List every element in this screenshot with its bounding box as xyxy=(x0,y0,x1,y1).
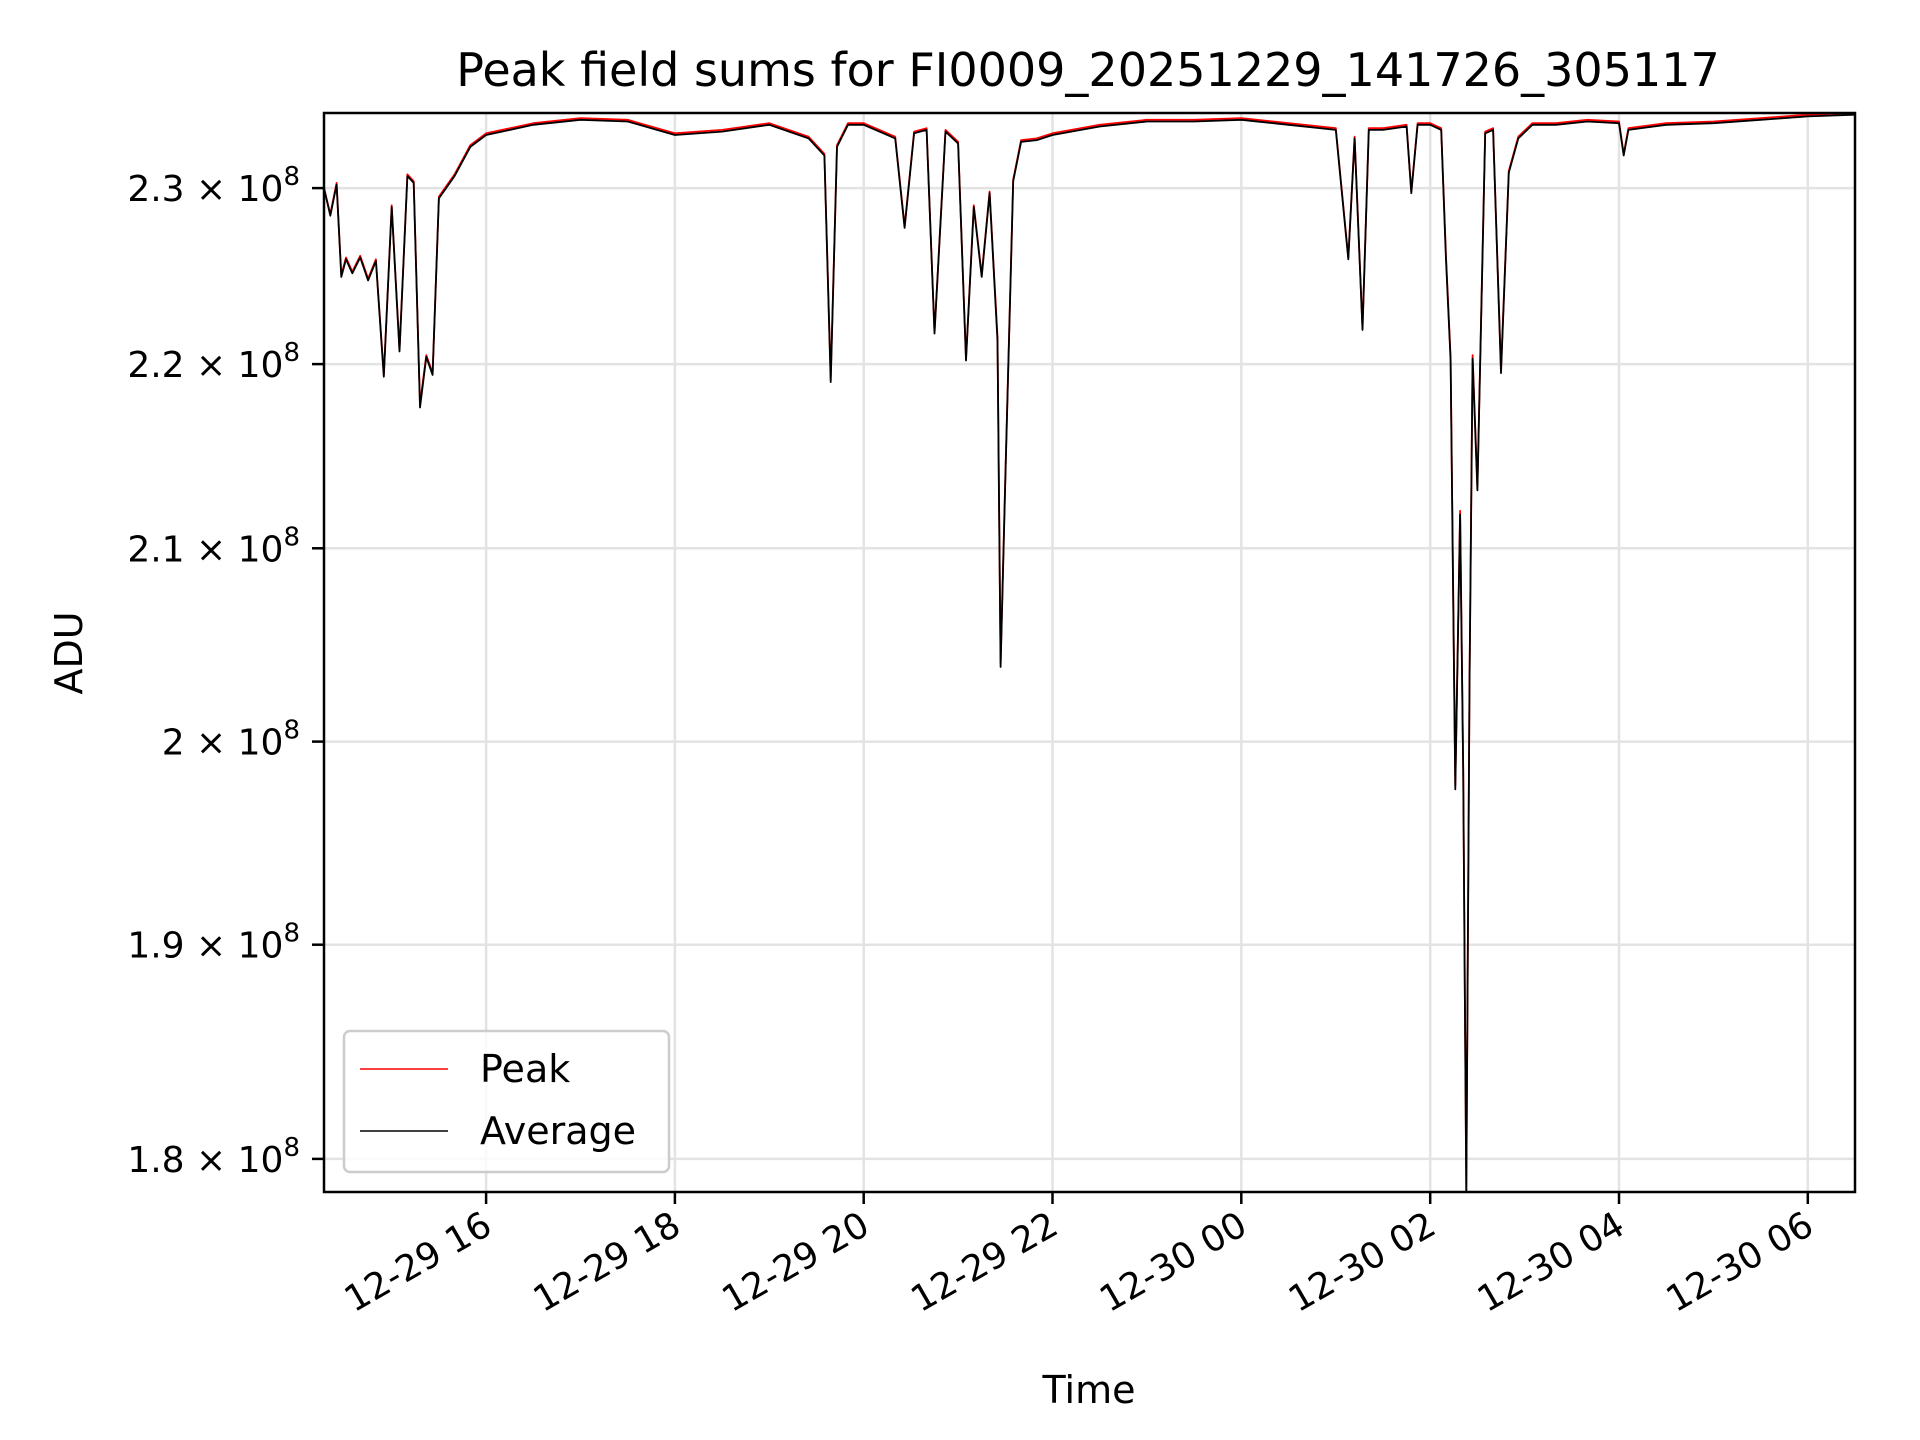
y-axis-label: ADU xyxy=(47,611,91,694)
chart-title: Peak field sums for FI0009_20251229_1417… xyxy=(456,43,1720,97)
y-tick-label-3: 2.1 × 108 xyxy=(127,522,300,570)
y-tick-label-4: 2.2 × 108 xyxy=(127,338,300,386)
legend-box xyxy=(342,1029,671,1174)
y-tick-label-0: 1.8 × 108 xyxy=(127,1133,300,1181)
legend-label-average: Average xyxy=(480,1109,636,1153)
y-axis-ticks: 1.8 × 108 1.9 × 108 2 × 108 2.1 × 108 2.2 × … xyxy=(127,162,324,1181)
series-line-average xyxy=(323,113,1856,1193)
y-tick-label-1: 1.9 × 108 xyxy=(127,919,300,967)
y-tick-label-2: 2 × 108 xyxy=(162,716,300,764)
y-tick-label-5: 2.3 × 108 xyxy=(127,162,300,210)
x-axis-label: Time xyxy=(1042,1368,1136,1412)
data-lines xyxy=(323,112,1856,1193)
legend-label-peak: Peak xyxy=(480,1047,570,1091)
plot-frame xyxy=(322,111,1857,1194)
legend: Peak Average xyxy=(342,1029,671,1174)
